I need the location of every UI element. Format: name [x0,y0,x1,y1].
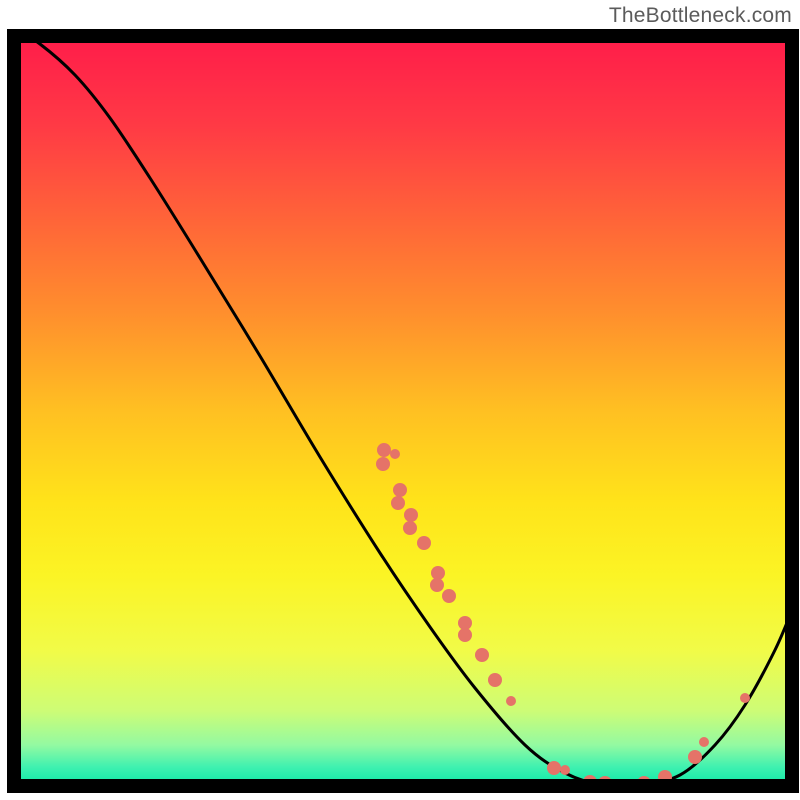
data-point [393,483,407,497]
bottleneck-curve-chart [0,0,800,800]
data-point [390,449,400,459]
data-point [506,696,516,706]
data-point [740,693,750,703]
data-point [376,457,390,471]
chart-container: TheBottleneck.com [0,0,800,800]
data-point [391,496,405,510]
data-point [699,737,709,747]
watermark-label: TheBottleneck.com [609,4,792,28]
data-point [377,443,391,457]
data-point [547,761,561,775]
data-point [403,521,417,535]
data-point [431,566,445,580]
data-point [458,628,472,642]
data-point [417,536,431,550]
data-point [560,765,570,775]
data-point [430,578,444,592]
data-point [404,508,418,522]
data-point [688,750,702,764]
data-point [475,648,489,662]
data-point [442,589,456,603]
data-point [488,673,502,687]
data-point [458,616,472,630]
